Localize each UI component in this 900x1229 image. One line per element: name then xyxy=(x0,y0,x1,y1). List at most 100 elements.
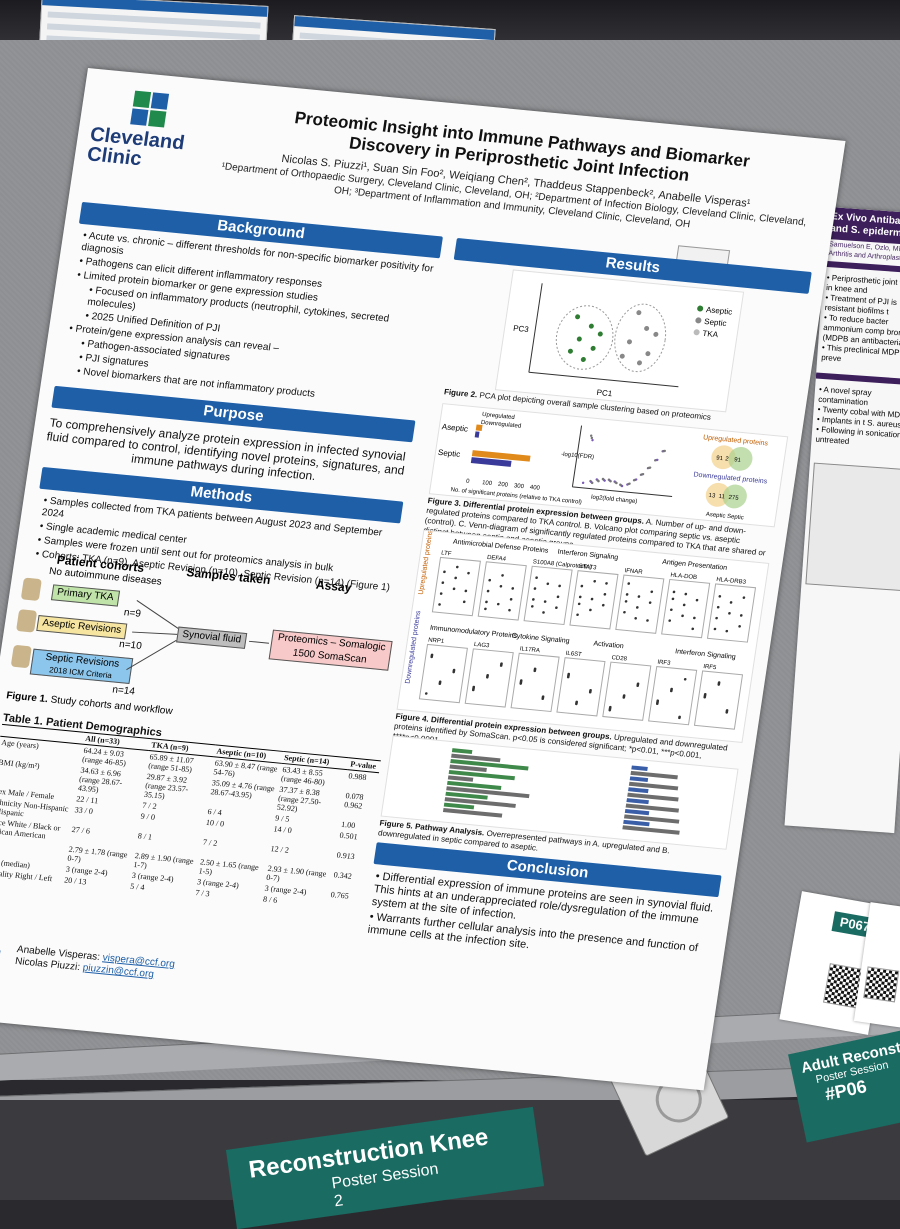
fig4-up-panel xyxy=(661,578,711,639)
fig4-down-panel xyxy=(464,648,514,708)
fig4-down-point xyxy=(703,695,707,699)
fig4-up-point xyxy=(713,627,717,631)
qr-code-right[interactable] xyxy=(863,966,900,1003)
fig5-bar xyxy=(442,808,503,818)
volcano-point xyxy=(620,484,624,488)
fig5-bar xyxy=(631,765,648,771)
fig3-bar-up xyxy=(471,450,531,462)
fig5-bar xyxy=(445,791,488,800)
fig4-down-group: Immunomodulatory Proteins xyxy=(429,625,518,640)
venn-down-value: 275 xyxy=(728,495,740,502)
figure4-plots: Upregulated proteins Downregulated protei… xyxy=(405,530,757,730)
fig4-up-point xyxy=(577,602,581,606)
fig4-up-point xyxy=(725,629,729,633)
fig4-down-point xyxy=(670,689,673,693)
fig4-up-point xyxy=(467,571,470,575)
fig5-bar xyxy=(623,819,650,827)
fig4-up-point xyxy=(452,587,456,591)
fig4-down-gene: IRF5 xyxy=(703,664,717,671)
fig4-up-gene: S100A8 (Calprotectin) xyxy=(532,559,592,571)
fig5-bar xyxy=(451,753,501,763)
fig4-up-point xyxy=(509,598,513,601)
fig4-up-point xyxy=(682,603,686,607)
fig4-up-point xyxy=(623,610,626,614)
fig4-up-point xyxy=(593,580,597,583)
fig4-up-point xyxy=(580,584,584,588)
fig4-up-point xyxy=(650,590,654,594)
venn-up-value: 91 xyxy=(734,457,742,464)
fig4-up-point xyxy=(542,611,545,614)
pca-legend-marker xyxy=(695,317,702,324)
volcano-point xyxy=(597,480,600,483)
venn-up-title: Upregulated proteins xyxy=(703,434,769,447)
fig4-down-point xyxy=(471,688,475,692)
fig4-up-point xyxy=(533,587,537,590)
fig4-up-point xyxy=(742,596,746,599)
fig5-bar xyxy=(444,797,516,808)
fig4-up-point xyxy=(648,601,652,604)
fig4-down-point xyxy=(486,676,489,679)
fig4-up-label: Upregulated proteins xyxy=(418,531,435,595)
venn-circle xyxy=(722,484,747,509)
fig4-up-point xyxy=(605,582,608,585)
fig5-bar xyxy=(443,802,475,810)
fig4-up-point xyxy=(601,603,605,607)
venn-down-value: 11 xyxy=(718,494,726,501)
fig4-up-point xyxy=(486,589,490,593)
figure3: Aseptic Septic Upregulated Downregulated 0 10… xyxy=(428,403,789,528)
fig4-up-panel xyxy=(477,561,527,621)
fig4-up-point xyxy=(718,595,722,598)
table-cell xyxy=(326,900,359,914)
fig4-down-point xyxy=(622,696,626,699)
fig4-up-point xyxy=(681,614,684,618)
fig4-up-group: Interferon Signaling xyxy=(557,549,619,562)
fig3-bar-category: Septic xyxy=(437,448,460,459)
volcano-point xyxy=(603,479,606,482)
fig4-up-point xyxy=(728,612,731,615)
venn-up-value: 2 xyxy=(725,456,730,462)
logo-text: Cleveland Clinic xyxy=(85,123,187,171)
fig4-up-point xyxy=(603,593,607,596)
fig4-up-point xyxy=(589,608,592,612)
fig4-up-point xyxy=(485,600,488,604)
volcano-x-axis xyxy=(572,486,673,497)
study-flow-figure: Patient cohorts Samples taken Assay No a… xyxy=(6,550,397,734)
fig5-bar xyxy=(628,787,649,794)
figure2-label: Figure 2. xyxy=(443,387,478,400)
fig5-bar xyxy=(446,780,502,790)
volcano-x-label: log2(fold change) xyxy=(591,495,638,505)
fig5-bar xyxy=(622,825,680,835)
fig4-up-panel xyxy=(523,565,573,626)
figure2-pca: PC1 PC3 Aseptic Septic TKA xyxy=(494,269,745,413)
pca-point xyxy=(636,310,642,316)
venn-labels: Aseptic Septic xyxy=(705,512,744,522)
fig5-bar xyxy=(630,770,678,780)
volcano-point xyxy=(589,434,593,437)
venn-down-value: 13 xyxy=(708,493,716,500)
pca-legend-label: TKA xyxy=(702,329,719,339)
fig4-up-point xyxy=(635,606,639,609)
pca-point xyxy=(619,353,625,359)
fig5-bar xyxy=(625,803,680,813)
fig4-up-point xyxy=(499,585,503,588)
fig4-down-gene: CD28 xyxy=(611,655,628,662)
fig4-up-point xyxy=(646,619,649,622)
fig4-up-point xyxy=(739,614,743,617)
fig4-up-panel xyxy=(615,574,665,634)
volcano-y-label: -log10(FDR) xyxy=(561,452,595,461)
volcano-point xyxy=(663,449,666,453)
neighbor-bullet: • This preclinical MDPB to preve xyxy=(820,342,900,364)
fig4-down-point xyxy=(438,682,442,686)
pca-point xyxy=(588,323,594,329)
fig5-bar xyxy=(628,781,679,791)
fig4-up-gene: HLA-DOB xyxy=(670,573,697,581)
pca-point xyxy=(597,331,603,337)
volcano-point xyxy=(648,466,652,469)
fig3-bar-tick: 0 xyxy=(466,479,471,485)
pca-point xyxy=(636,360,642,366)
fig4-down-group: Cytokine Signaling xyxy=(511,633,570,645)
fig4-down-gene: LAG3 xyxy=(474,642,491,649)
fig4-down-group: Activation xyxy=(593,640,624,650)
figure5-pathway-bars xyxy=(442,748,680,835)
